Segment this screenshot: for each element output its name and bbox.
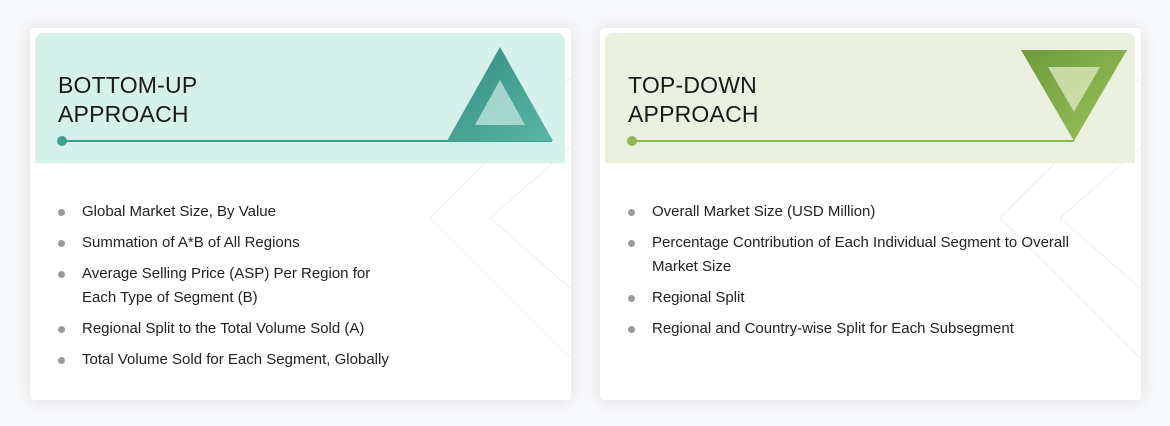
list-item: Global Market Size, By Value xyxy=(58,200,408,224)
list-item: Regional and Country-wise Split for Each… xyxy=(628,317,1098,341)
bottom-up-header: BOTTOM-UP APPROACH xyxy=(35,33,565,163)
triangle-up-icon xyxy=(447,47,553,141)
list-item: Regional Split to the Total Volume Sold … xyxy=(58,317,408,341)
bullet-icon xyxy=(58,357,65,364)
bullet-icon xyxy=(628,326,635,333)
bullet-icon xyxy=(628,209,635,216)
bullet-icon xyxy=(58,271,65,278)
bottom-up-list: Global Market Size, By Value Summation o… xyxy=(58,200,408,379)
top-down-list: Overall Market Size (USD Million) Percen… xyxy=(628,200,1098,348)
header-line xyxy=(62,140,552,142)
list-item: Summation of A*B of All Regions xyxy=(58,231,408,255)
top-down-header: TOP-DOWN APPROACH xyxy=(605,33,1135,163)
bottom-up-title: BOTTOM-UP APPROACH xyxy=(58,72,198,127)
header-line xyxy=(632,140,1074,142)
list-item: Total Volume Sold for Each Segment, Glob… xyxy=(58,348,408,372)
triangle-down-icon xyxy=(1021,50,1127,141)
bullet-icon xyxy=(628,240,635,247)
bullet-icon xyxy=(628,295,635,302)
bullet-icon xyxy=(58,240,65,247)
bottom-up-card: BOTTOM-UP APPROACH Global Market Size, B… xyxy=(30,28,571,400)
list-item: Regional Split xyxy=(628,286,1098,310)
top-down-card: TOP-DOWN APPROACH Overall Market Size (U… xyxy=(600,28,1141,400)
list-item: Average Selling Price (ASP) Per Region f… xyxy=(58,262,408,310)
top-down-title: TOP-DOWN APPROACH xyxy=(628,72,759,127)
bullet-icon xyxy=(58,326,65,333)
bullet-icon xyxy=(58,209,65,216)
list-item: Overall Market Size (USD Million) xyxy=(628,200,1098,224)
list-item: Percentage Contribution of Each Individu… xyxy=(628,231,1098,279)
